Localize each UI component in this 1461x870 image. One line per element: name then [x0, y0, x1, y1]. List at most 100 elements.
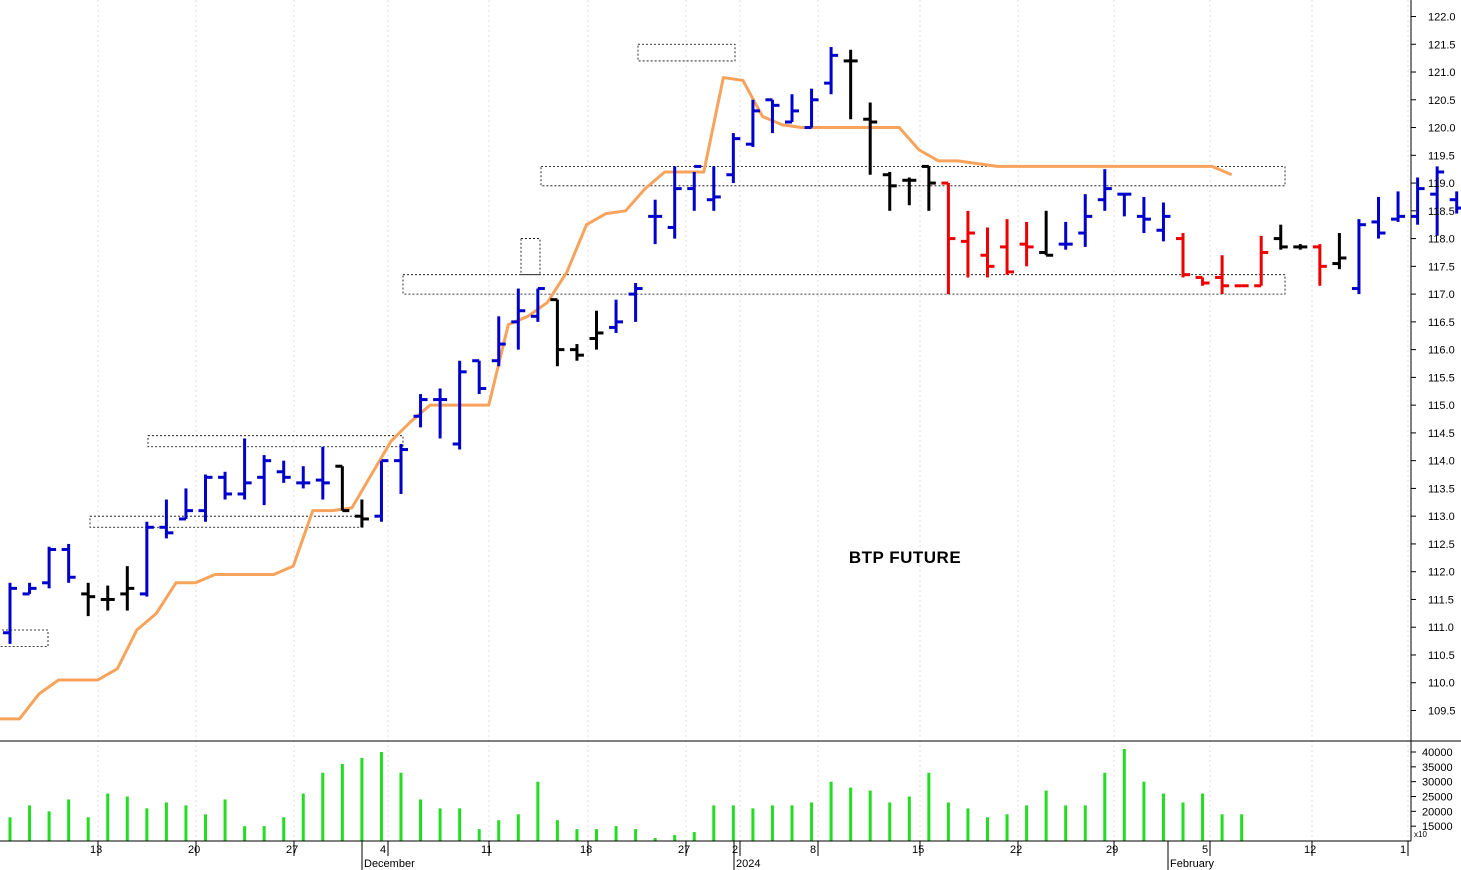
ohlc-bar	[100, 585, 115, 611]
ohlc-bar	[237, 438, 252, 500]
ohlc-bar	[843, 49, 858, 120]
price-tick-label: 119.0	[1428, 178, 1455, 190]
price-tick-label: 111.0	[1428, 622, 1454, 634]
ohlc-bar	[1430, 166, 1445, 236]
ohlc-bar	[276, 460, 291, 483]
price-tick-label: 110.0	[1428, 678, 1455, 690]
ohlc-bar	[824, 47, 839, 95]
day-tick-label: 15	[912, 844, 924, 856]
ohlc-bar	[1000, 219, 1015, 275]
ohlc-bar	[198, 474, 213, 522]
ohlc-bar	[22, 582, 37, 596]
ohlc-bar	[1332, 233, 1347, 270]
price-tick-label: 116.0	[1428, 345, 1455, 357]
day-tick-label: 5	[1202, 844, 1208, 856]
ohlc-bar	[472, 359, 487, 395]
price-tick-label: 109.5	[1428, 706, 1456, 718]
volume-bars	[8, 749, 1244, 841]
price-tick-label: 119.5	[1428, 150, 1455, 162]
ohlc-bar	[218, 471, 233, 500]
ohlc-bar	[296, 466, 311, 489]
ohlc-bar	[1351, 219, 1366, 295]
ohlc-bar	[433, 388, 448, 439]
price-tick-label: 117.0	[1428, 289, 1455, 301]
zone-box	[540, 166, 1286, 187]
ohlc-bar	[1293, 244, 1308, 250]
ohlc-bars	[3, 47, 1461, 644]
volume-tick-label: 30000	[1422, 777, 1453, 789]
ohlc-bar	[139, 521, 154, 597]
day-tick-label: 11	[481, 844, 492, 856]
ohlc-bar	[1371, 196, 1386, 239]
ohlc-bar	[960, 210, 975, 278]
month-label: February	[1170, 858, 1215, 870]
day-tick-label: 1	[1400, 844, 1406, 856]
ohlc-bar	[335, 464, 350, 513]
day-tick-label: 22	[1010, 844, 1022, 856]
price-tick-label: 121.0	[1428, 67, 1456, 79]
ohlc-bar	[1312, 244, 1327, 286]
ohlc-bar	[863, 102, 878, 175]
ohlc-bar	[745, 99, 760, 147]
ohlc-bar	[1019, 221, 1034, 267]
ohlc-bar	[569, 344, 584, 361]
ohlc-bar	[648, 199, 663, 245]
ohlc-bar	[765, 98, 780, 134]
day-tick-label: 20	[188, 844, 200, 856]
ohlc-bar	[3, 582, 17, 644]
zone-box	[520, 238, 541, 276]
ohlc-bar	[159, 499, 174, 539]
ohlc-bar	[452, 360, 467, 450]
volume-tick-label: 40000	[1422, 747, 1453, 759]
ohlc-bar	[706, 166, 721, 211]
day-tick-label: 29	[1106, 844, 1118, 856]
price-tick-label: 116.5	[1428, 317, 1455, 329]
price-tick-label: 118.0	[1428, 234, 1455, 246]
ohlc-bar	[1215, 255, 1230, 295]
price-tick-label: 113.5	[1428, 483, 1455, 495]
ohlc-bar	[1136, 196, 1151, 234]
ohlc-bar	[609, 299, 624, 333]
ohlc-bar	[178, 488, 193, 521]
volume-axis-labels: 15000 20000 25000 30000 35000 40000	[1411, 747, 1453, 833]
ohlc-bar	[804, 88, 819, 130]
ohlc-bar	[667, 166, 682, 239]
ohlc-bar	[1058, 221, 1073, 250]
volume-multiplier-label: x10	[1414, 830, 1427, 839]
ohlc-bar	[413, 394, 428, 428]
day-tick-label: 18	[580, 844, 592, 856]
volume-tick-label: 35000	[1422, 762, 1453, 774]
price-tick-label: 120.0	[1428, 123, 1456, 135]
day-tick-label: 27	[678, 844, 690, 856]
ohlc-bar	[511, 288, 526, 350]
zone-box	[0, 629, 49, 648]
ohlc-bar	[921, 164, 936, 211]
ohlc-bar	[902, 177, 917, 206]
price-axis-labels: 109.5 110.0 110.5 111.0 111.5 112.0 112.5 113.0…	[1411, 12, 1456, 718]
ohlc-bar	[1176, 233, 1190, 278]
trend-line-layer	[0, 76, 1233, 721]
ohlc-bar	[882, 171, 897, 211]
price-tick-label: 115.0	[1428, 400, 1455, 412]
price-tick-label: 112.5	[1428, 539, 1455, 551]
ohlc-bar	[1097, 169, 1112, 211]
month-label: 2024	[736, 858, 760, 870]
ohlc-bar	[1254, 235, 1269, 288]
zone-boxes	[0, 43, 1286, 648]
price-tick-label: 122.0	[1428, 12, 1456, 24]
ohlc-bar	[1117, 192, 1132, 217]
grid-lines	[97, 0, 1409, 841]
ohlc-bar	[1273, 224, 1288, 250]
ohlc-bar	[315, 446, 330, 500]
price-tick-label: 111.5	[1428, 594, 1454, 606]
day-tick-label: 27	[286, 844, 298, 856]
ohlc-bar	[120, 566, 135, 611]
price-tick-label: 121.5	[1428, 39, 1456, 51]
price-tick-label: 112.0	[1428, 567, 1455, 579]
volume-tick-label: 25000	[1422, 792, 1453, 804]
ohlc-bar	[628, 282, 643, 322]
ohlc-bar	[785, 94, 799, 124]
price-tick-label: 113.0	[1428, 511, 1455, 523]
price-tick-label: 110.5	[1428, 650, 1455, 662]
